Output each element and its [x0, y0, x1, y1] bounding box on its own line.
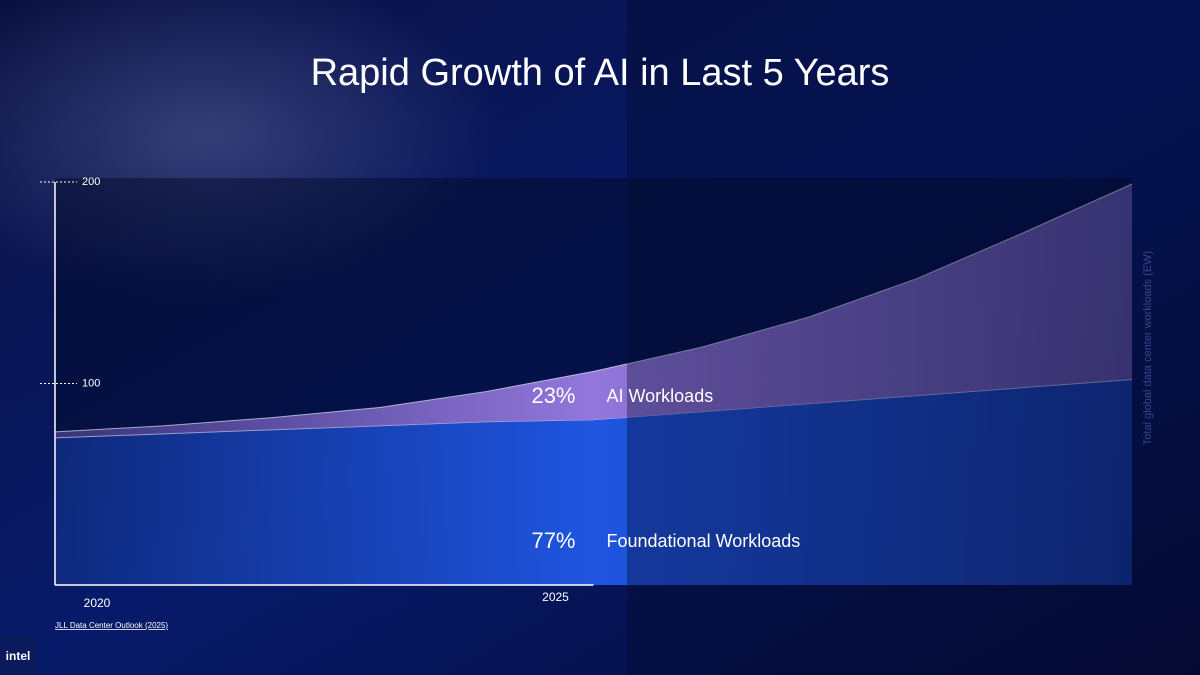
logo: intel: [6, 649, 31, 663]
area: [55, 379, 1132, 585]
x-tick-label: 2020: [84, 596, 111, 610]
future-shade: [627, 0, 1200, 675]
area: [55, 184, 1132, 438]
share-label: 77%: [531, 528, 575, 553]
legend-label: AI Workloads: [607, 386, 714, 406]
x-tick-label: 2025: [542, 590, 569, 604]
y-axis-label: Total global data center workloads (EW): [1142, 251, 1154, 445]
y-tick-label: 200: [82, 176, 100, 188]
source: JLL Data Center Outlook (2025): [55, 621, 168, 630]
y-tick-label: 100: [82, 377, 100, 389]
logo-box: [0, 637, 37, 675]
share-label: 23%: [531, 383, 575, 408]
chart-title: Rapid Growth of AI in Last 5 Years: [311, 52, 890, 94]
legend-label: Foundational Workloads: [607, 531, 801, 551]
area-edge: [54, 183, 1133, 433]
